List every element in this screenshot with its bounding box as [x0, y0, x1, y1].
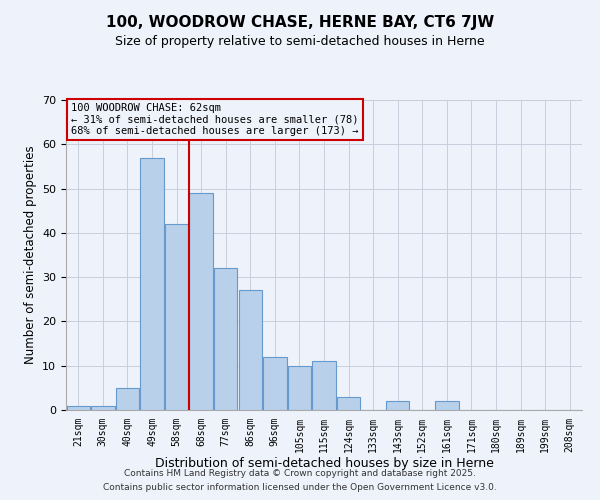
Text: Size of property relative to semi-detached houses in Herne: Size of property relative to semi-detach…: [115, 35, 485, 48]
Text: Contains public sector information licensed under the Open Government Licence v3: Contains public sector information licen…: [103, 484, 497, 492]
Bar: [165, 224, 188, 410]
Bar: [239, 290, 262, 410]
Bar: [116, 388, 139, 410]
Bar: [91, 406, 115, 410]
Y-axis label: Number of semi-detached properties: Number of semi-detached properties: [23, 146, 37, 364]
Bar: [435, 401, 458, 410]
Bar: [288, 366, 311, 410]
Bar: [386, 401, 409, 410]
Bar: [67, 406, 90, 410]
Bar: [313, 362, 335, 410]
Bar: [190, 193, 213, 410]
Bar: [337, 396, 360, 410]
Bar: [263, 357, 287, 410]
Text: Contains HM Land Registry data © Crown copyright and database right 2025.: Contains HM Land Registry data © Crown c…: [124, 468, 476, 477]
Text: 100 WOODROW CHASE: 62sqm
← 31% of semi-detached houses are smaller (78)
68% of s: 100 WOODROW CHASE: 62sqm ← 31% of semi-d…: [71, 103, 359, 136]
X-axis label: Distribution of semi-detached houses by size in Herne: Distribution of semi-detached houses by …: [155, 457, 493, 470]
Text: 100, WOODROW CHASE, HERNE BAY, CT6 7JW: 100, WOODROW CHASE, HERNE BAY, CT6 7JW: [106, 15, 494, 30]
Bar: [140, 158, 164, 410]
Bar: [214, 268, 238, 410]
